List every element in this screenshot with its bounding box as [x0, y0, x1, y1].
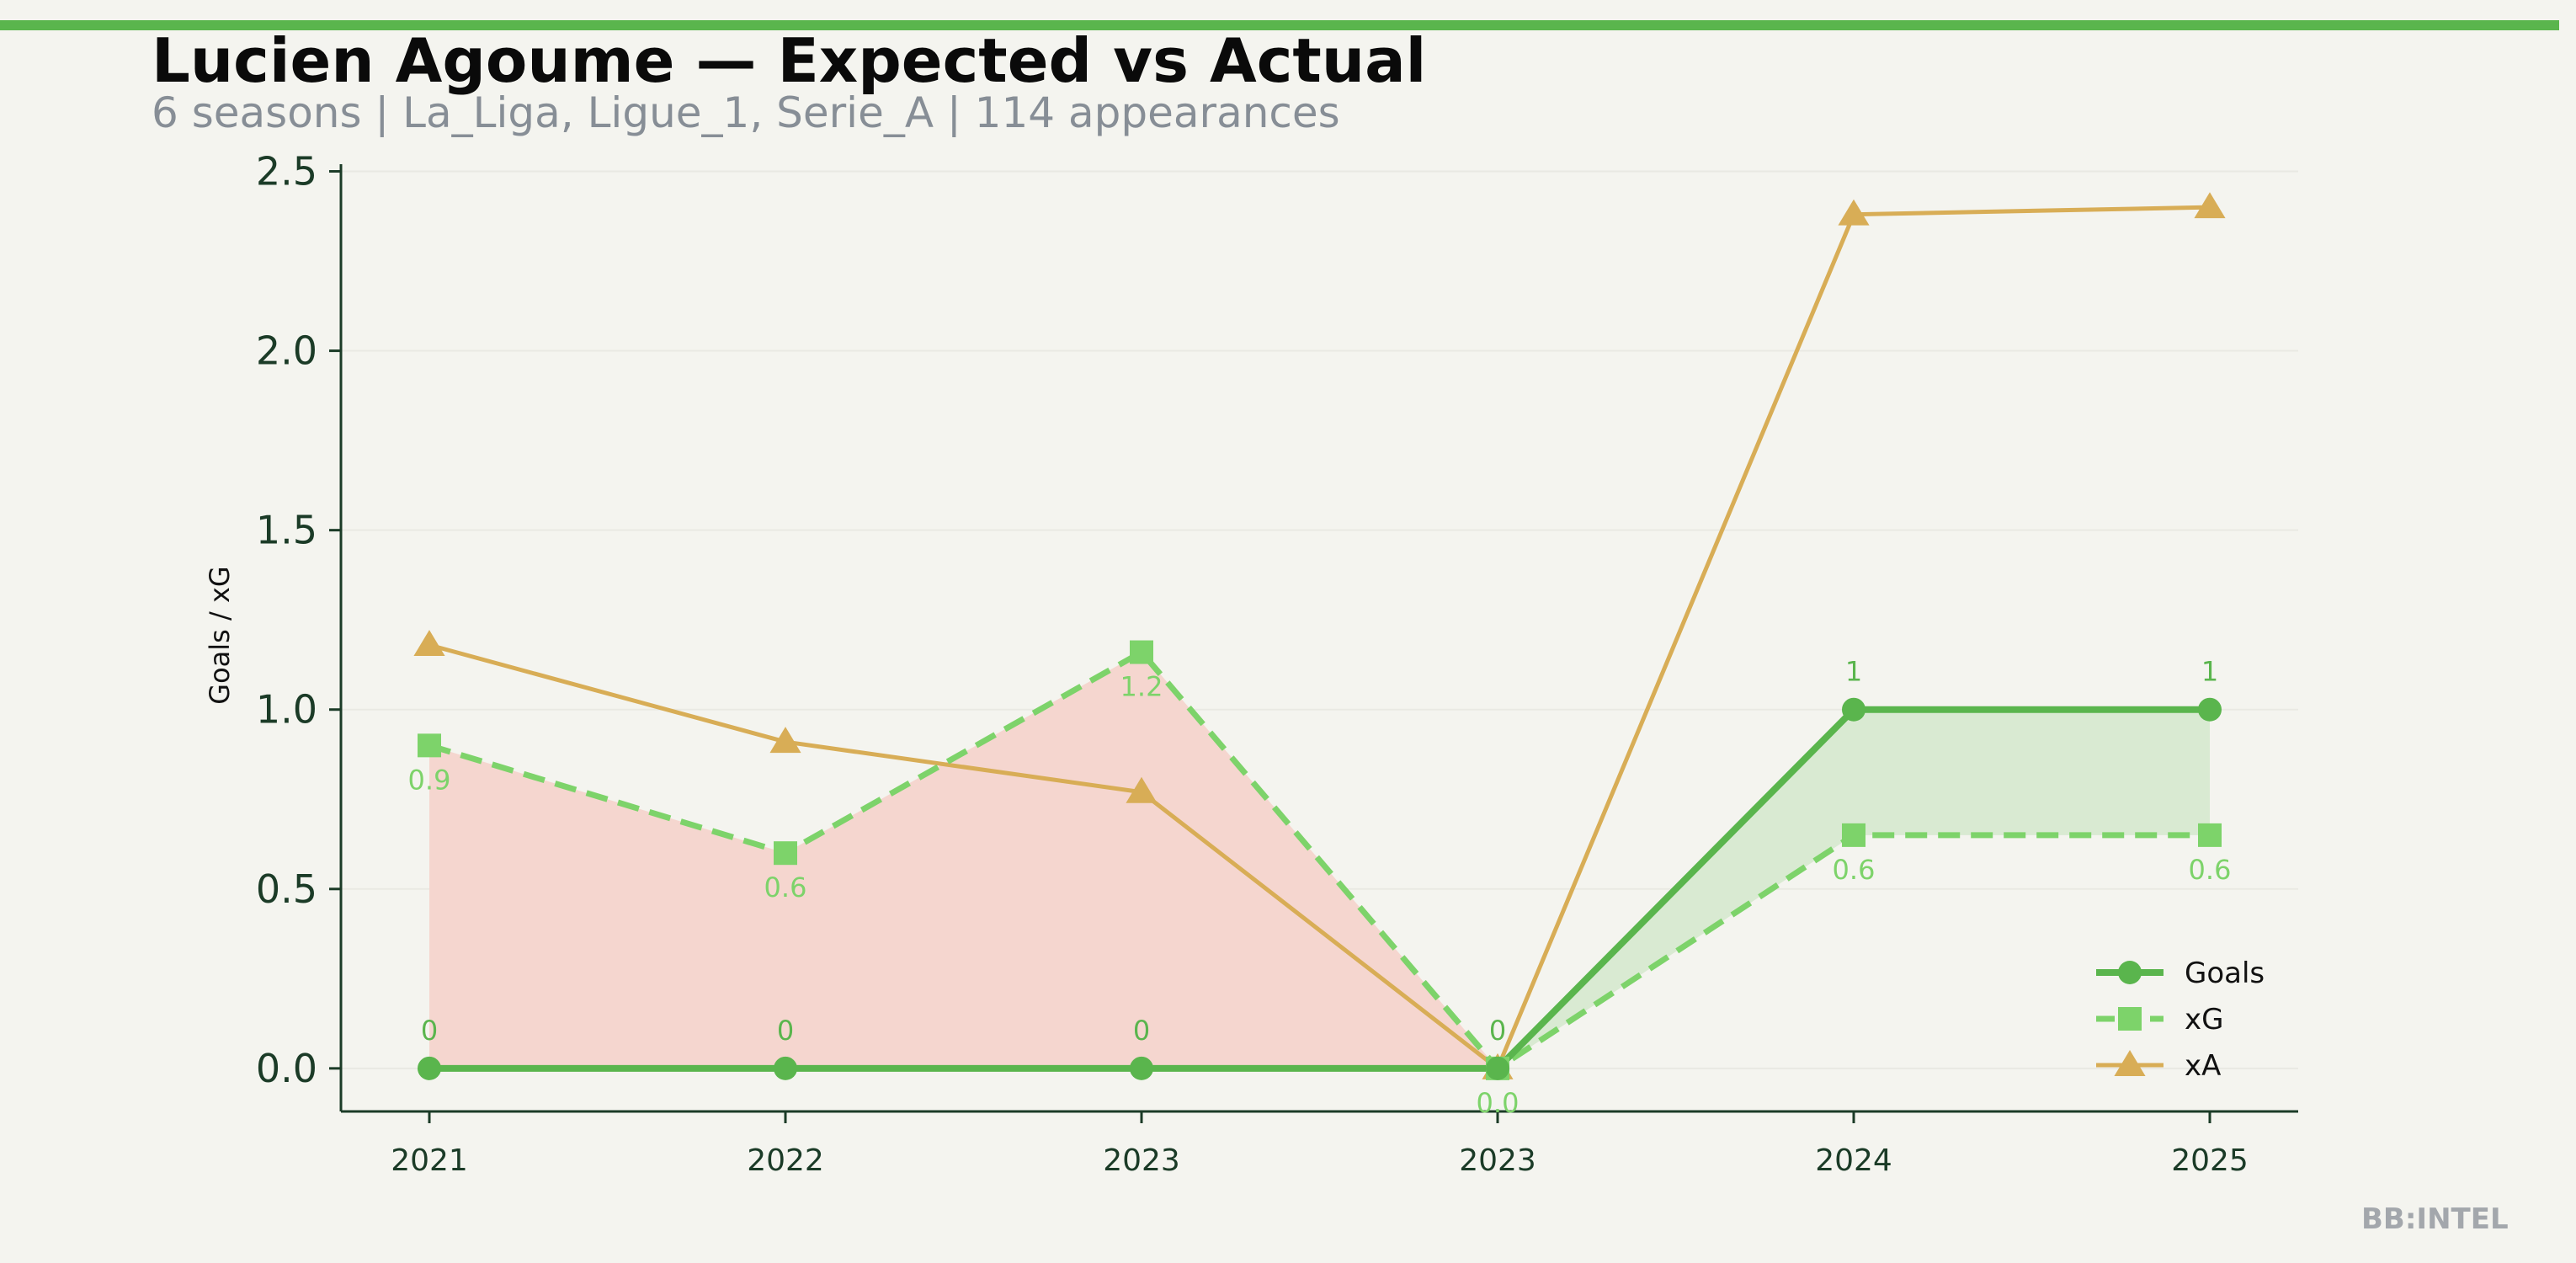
x-tick-label: 2024 [1815, 1143, 1892, 1178]
legend-marker-xa [2114, 1050, 2146, 1076]
goals-data-label: 0 [777, 1015, 794, 1047]
legend-label-xg: xG [2185, 1003, 2223, 1037]
y-tick-label: 0.5 [256, 866, 317, 912]
xg-marker [418, 733, 441, 758]
xa-marker [1838, 199, 1870, 226]
goals-marker [1486, 1056, 1509, 1080]
xg-series-line [428, 648, 2210, 1073]
x-tick-label: 2021 [391, 1143, 468, 1178]
xa-series-line [428, 205, 2211, 1072]
xa-marker [2194, 192, 2226, 219]
xg-data-label: 1.2 [1120, 671, 1163, 703]
goals-marker [1130, 1056, 1153, 1080]
xg-data-label: 0.0 [1477, 1087, 1520, 1119]
y-tick-label: 1.0 [256, 687, 317, 733]
legend-marker-goals [2118, 961, 2142, 984]
goals-data-label: 1 [2201, 656, 2218, 688]
xg-data-label: 0.6 [2189, 854, 2232, 886]
chart-title: Lucien Agoume — Expected vs Actual [152, 25, 1427, 96]
xg-marker [2198, 823, 2222, 847]
goals-marker [1842, 697, 1865, 722]
legend-label-xa: xA [2185, 1049, 2221, 1083]
goals-data-label: 0 [421, 1015, 438, 1047]
y-tick-label: 2.5 [256, 149, 317, 195]
legend-label-goals: Goals [2185, 957, 2265, 990]
x-tick-label: 2023 [1103, 1143, 1180, 1178]
xg-data-label: 0.6 [764, 871, 807, 903]
goals-series-line [429, 706, 2210, 1072]
gap-fill-region [429, 745, 785, 1068]
y-axis-label: Goals / xG [204, 566, 236, 704]
gap-fill-region [785, 652, 1142, 1068]
xa-marker [1126, 776, 1158, 803]
y-tick-label: 0.0 [256, 1046, 317, 1091]
legend-marker-xg [2118, 1007, 2142, 1031]
x-tick-label: 2023 [1459, 1143, 1536, 1178]
xg-marker [1130, 640, 1153, 664]
y-tick-label: 1.5 [256, 508, 317, 553]
goals-marker [774, 1056, 797, 1080]
xg-data-label: 0.6 [1833, 854, 1876, 886]
goals-data-label: 0 [1489, 1015, 1506, 1047]
goals-marker [2198, 697, 2222, 722]
xg-marker [1842, 823, 1865, 847]
x-tick-label: 2022 [747, 1143, 824, 1178]
x-tick-label: 2025 [2171, 1143, 2249, 1178]
goals-marker [418, 1056, 441, 1080]
chart-subtitle: 6 seasons | La_Liga, Ligue_1, Serie_A | … [152, 88, 1340, 137]
y-tick-label: 2.0 [256, 328, 317, 374]
xa-marker [413, 630, 445, 657]
xa-marker [769, 727, 801, 754]
xg-data-label: 0.9 [408, 764, 451, 796]
watermark-logo: BB:INTEL [2361, 1202, 2509, 1236]
top-accent-bar [0, 20, 2559, 30]
goals-data-label: 1 [1845, 656, 1862, 688]
goals-data-label: 0 [1133, 1015, 1150, 1047]
gap-fill-region [1854, 709, 2210, 835]
xg-marker [774, 841, 797, 866]
